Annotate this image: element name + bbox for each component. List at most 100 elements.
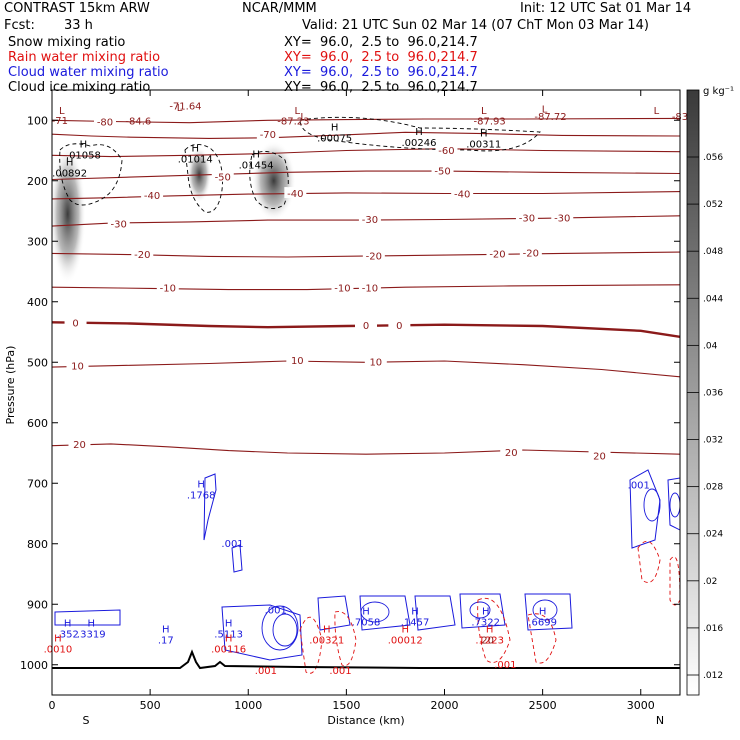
max-value-0: .01058 xyxy=(66,150,101,161)
y-tick-label-9: 1000 xyxy=(20,659,48,672)
temp-contour-m10 xyxy=(52,284,680,291)
temp-contour-m70 xyxy=(52,131,680,139)
max-value-4: .00075 xyxy=(317,133,352,144)
header-center: NCAR/MMM xyxy=(242,1,317,16)
colorbar-tick-label-7: .028 xyxy=(703,483,723,493)
low-value-3: -87.23 xyxy=(277,116,309,127)
max-marker-15: H xyxy=(539,606,547,617)
header-fcst-value: 33 h xyxy=(64,18,93,33)
x-tick-label-6: 3000 xyxy=(627,699,655,712)
contour-label-22: 10 xyxy=(71,361,84,372)
minor-label-1: .001 xyxy=(221,539,243,550)
field-cloudice-xy: XY= 96.0, 2.5 to 96.0,214.7 xyxy=(284,80,478,95)
max-marker-12: H xyxy=(362,606,370,617)
x-tick-label-4: 2000 xyxy=(431,699,459,712)
field-rain-xy: XY= 96.0, 2.5 to 96.0,214.7 xyxy=(284,50,478,65)
max-marker-19: H xyxy=(401,625,409,636)
max-value-1: .00892 xyxy=(52,168,87,179)
contour-label-bg-23 xyxy=(286,354,309,366)
max-marker-3: H xyxy=(252,150,260,161)
temp-contour-m60 xyxy=(52,148,680,158)
contour-label-18: -10 xyxy=(362,283,378,294)
max-value-3: .01454 xyxy=(239,161,274,172)
rain-outline-5 xyxy=(669,556,680,606)
contour-label-8: -30 xyxy=(111,219,127,230)
temp-contour-0 xyxy=(52,321,680,338)
temp-contour-m80 xyxy=(52,117,680,124)
endpoint-south: S xyxy=(83,714,90,727)
contour-label-bg-20 xyxy=(355,318,377,330)
x-tick-label-1: 500 xyxy=(140,699,161,712)
cloud-water-outline-1 xyxy=(203,473,217,541)
cloud-water-outline-4 xyxy=(317,595,351,631)
max-marker-8: H xyxy=(87,619,95,630)
contour-label-bg-5 xyxy=(141,188,164,200)
contour-label-7: -40 xyxy=(454,190,470,201)
terrain-line xyxy=(52,649,680,670)
max-marker-0: H xyxy=(80,139,88,150)
minor-label-6: 20 xyxy=(481,636,494,647)
contour-label-bg-0 xyxy=(93,115,116,127)
contour-label-26: 20 xyxy=(505,448,518,459)
field-snow-xy: XY= 96.0, 2.5 to 96.0,214.7 xyxy=(284,35,478,50)
cloud-water-outline-8 xyxy=(524,593,573,631)
contour-label-bg-1 xyxy=(256,127,279,139)
contour-label-12: -20 xyxy=(134,250,150,261)
minor-label-2: .001 xyxy=(265,605,287,616)
cloud-water-outline-7 xyxy=(459,593,506,629)
contour-label-25: 20 xyxy=(73,440,86,451)
max-marker-18: H xyxy=(323,625,331,636)
contour-label-bg-10 xyxy=(515,211,538,223)
contour-label-bg-18 xyxy=(358,281,381,293)
rain-outline-2 xyxy=(477,598,511,663)
max-value-11: .5113 xyxy=(214,630,243,641)
max-value-17: .00116 xyxy=(211,645,246,656)
low-value-5: -87.72 xyxy=(534,112,566,123)
max-value-10: .1768 xyxy=(187,490,216,501)
header-valid: Valid: 21 UTC Sun 02 Mar 14 (07 ChT Mon … xyxy=(302,18,649,33)
x-axis-label: Distance (km) xyxy=(327,714,404,727)
header-title: CONTRAST 15km ARW xyxy=(4,1,150,16)
low-value-4: -87.93 xyxy=(474,116,506,127)
low-value-0: -71.64 xyxy=(169,101,201,112)
max-marker-14: H xyxy=(482,606,490,617)
max-marker-6: H xyxy=(480,128,488,139)
y-tick-label-1: 200 xyxy=(27,175,48,188)
cloud-water-outline-9 xyxy=(629,469,661,549)
cloud-water-ring-2 xyxy=(360,601,390,623)
contour-label-bg-9 xyxy=(358,213,381,225)
contour-label-6: -40 xyxy=(287,189,303,200)
contour-label-4: -50 xyxy=(434,167,450,178)
endpoint-north: N xyxy=(656,714,664,727)
minor-label-4: .001 xyxy=(329,666,351,677)
contour-label-bg-16 xyxy=(156,281,179,293)
cloud-water-ring-0 xyxy=(261,605,299,651)
max-marker-10: H xyxy=(197,479,205,490)
colorbar-tick-label-0: .056 xyxy=(703,153,723,163)
field-snow-name: Snow mixing ratio xyxy=(8,35,126,50)
contour-label-2: -60 xyxy=(438,146,454,157)
contour-label-bg-4 xyxy=(431,164,454,176)
field-cloudwater-name: Cloud water mixing ratio xyxy=(8,65,169,80)
temp-contour-m50 xyxy=(52,170,680,181)
cloud-water-outline-2 xyxy=(231,544,243,573)
contour-label-bg-14 xyxy=(486,247,509,259)
contour-label-bg-3 xyxy=(211,170,234,182)
contour-label-16: -10 xyxy=(160,283,176,294)
contour-label-21: 0 xyxy=(396,321,402,332)
x-tick-label-5: 2500 xyxy=(529,699,557,712)
contour-label-27: 20 xyxy=(593,452,606,463)
low-marker-5: L xyxy=(542,104,548,115)
y-tick-label-8: 900 xyxy=(27,598,48,611)
contour-label-23: 10 xyxy=(291,356,304,367)
x-tick-label-2: 1000 xyxy=(234,699,262,712)
contour-label-bg-25 xyxy=(68,438,91,450)
field-cloudice-name: Cloud ice mixing ratio xyxy=(8,80,151,95)
max-marker-1: H xyxy=(66,157,74,168)
cloud-water-ring-3 xyxy=(469,601,491,619)
colorbar-tick-label-1: .052 xyxy=(703,200,723,210)
colorbar-tick-label-4: .04 xyxy=(703,341,718,351)
cloud-water-outline-3 xyxy=(221,604,303,661)
contour-label-bg-27 xyxy=(588,449,611,461)
